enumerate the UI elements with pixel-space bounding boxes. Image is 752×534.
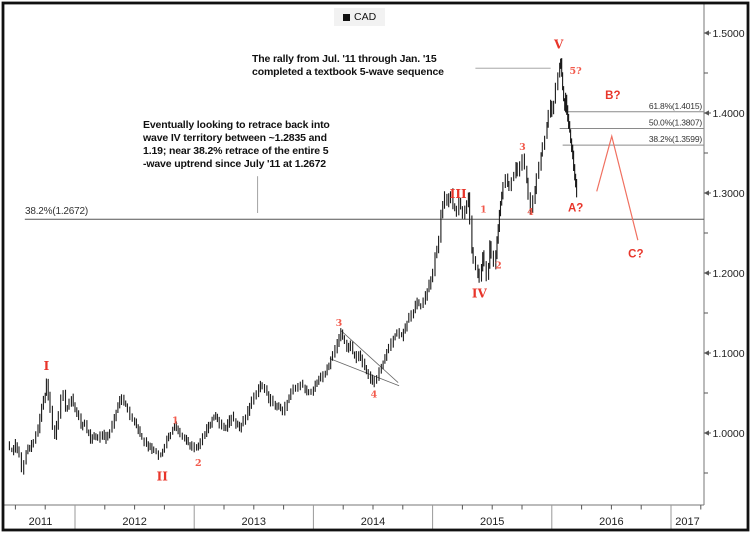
wave-label-2: 2 bbox=[495, 261, 502, 272]
x-axis-year-label: 2012 bbox=[122, 516, 146, 528]
y-tick-arrow bbox=[704, 270, 709, 276]
y-axis-label: 1.3000 bbox=[713, 188, 745, 200]
wave-label-3: 3 bbox=[519, 142, 526, 153]
x-axis-year-label: 2014 bbox=[361, 516, 385, 528]
wave-label-4: 4 bbox=[527, 207, 534, 218]
y-tick-arrow bbox=[704, 430, 709, 436]
annotation-retrace-text: Eventually looking to retrace back into … bbox=[143, 119, 330, 170]
y-axis-label: 1.4000 bbox=[713, 108, 745, 120]
legend-label: CAD bbox=[354, 11, 377, 23]
abc-projection-line bbox=[596, 133, 639, 241]
wave-label-2: 2 bbox=[195, 458, 202, 469]
wave-label-V: V bbox=[553, 38, 564, 52]
support-level-label: 38.2%(1.2672) bbox=[25, 206, 89, 217]
y-tick-arrow bbox=[704, 110, 709, 116]
x-axis-year-label: 2016 bbox=[599, 516, 623, 528]
x-axis-year-label: 2011 bbox=[29, 516, 53, 528]
wave-label-3: 3 bbox=[336, 318, 343, 329]
wave-label-1: 1 bbox=[480, 205, 487, 216]
fib-label: 50.0%(1.3807) bbox=[649, 117, 703, 127]
x-axis-year-label: 2015 bbox=[480, 516, 504, 528]
wedge-trendline bbox=[340, 330, 399, 383]
wave-label-IV: IV bbox=[472, 286, 488, 300]
y-tick-arrow bbox=[704, 350, 709, 356]
wave-label-I: I bbox=[44, 359, 50, 373]
y-axis-label: 1.0000 bbox=[713, 428, 745, 440]
y-tick-arrow bbox=[704, 190, 709, 196]
fib-label: 38.2%(1.3599) bbox=[649, 134, 703, 144]
x-axis-year-label: 2013 bbox=[242, 516, 266, 528]
y-axis-label: 1.2000 bbox=[713, 268, 745, 280]
wave-label-5q: 5? bbox=[570, 66, 583, 77]
y-tick-arrow bbox=[704, 30, 709, 36]
x-axis-year-label: 2017 bbox=[675, 516, 699, 528]
wave-label-Bq: B? bbox=[605, 90, 620, 102]
fib-label: 61.8%(1.4015) bbox=[649, 101, 703, 111]
legend: CAD bbox=[334, 8, 386, 26]
wave-label-Cq: C? bbox=[628, 248, 643, 260]
wave-label-Aq: A? bbox=[568, 203, 583, 215]
price-bars bbox=[8, 58, 578, 475]
y-axis-label: 1.5000 bbox=[713, 28, 745, 40]
wave-label-1: 1 bbox=[172, 416, 179, 427]
wave-label-II: II bbox=[157, 470, 169, 484]
wave-label-4: 4 bbox=[371, 389, 378, 400]
wedge-trendline bbox=[329, 358, 400, 387]
annotation-rally-text: The rally from Jul. '11 through Jan. '15… bbox=[252, 53, 444, 78]
wave-label-III: III bbox=[450, 187, 467, 201]
legend-swatch-icon bbox=[343, 13, 350, 21]
y-axis-label: 1.1000 bbox=[713, 348, 745, 360]
